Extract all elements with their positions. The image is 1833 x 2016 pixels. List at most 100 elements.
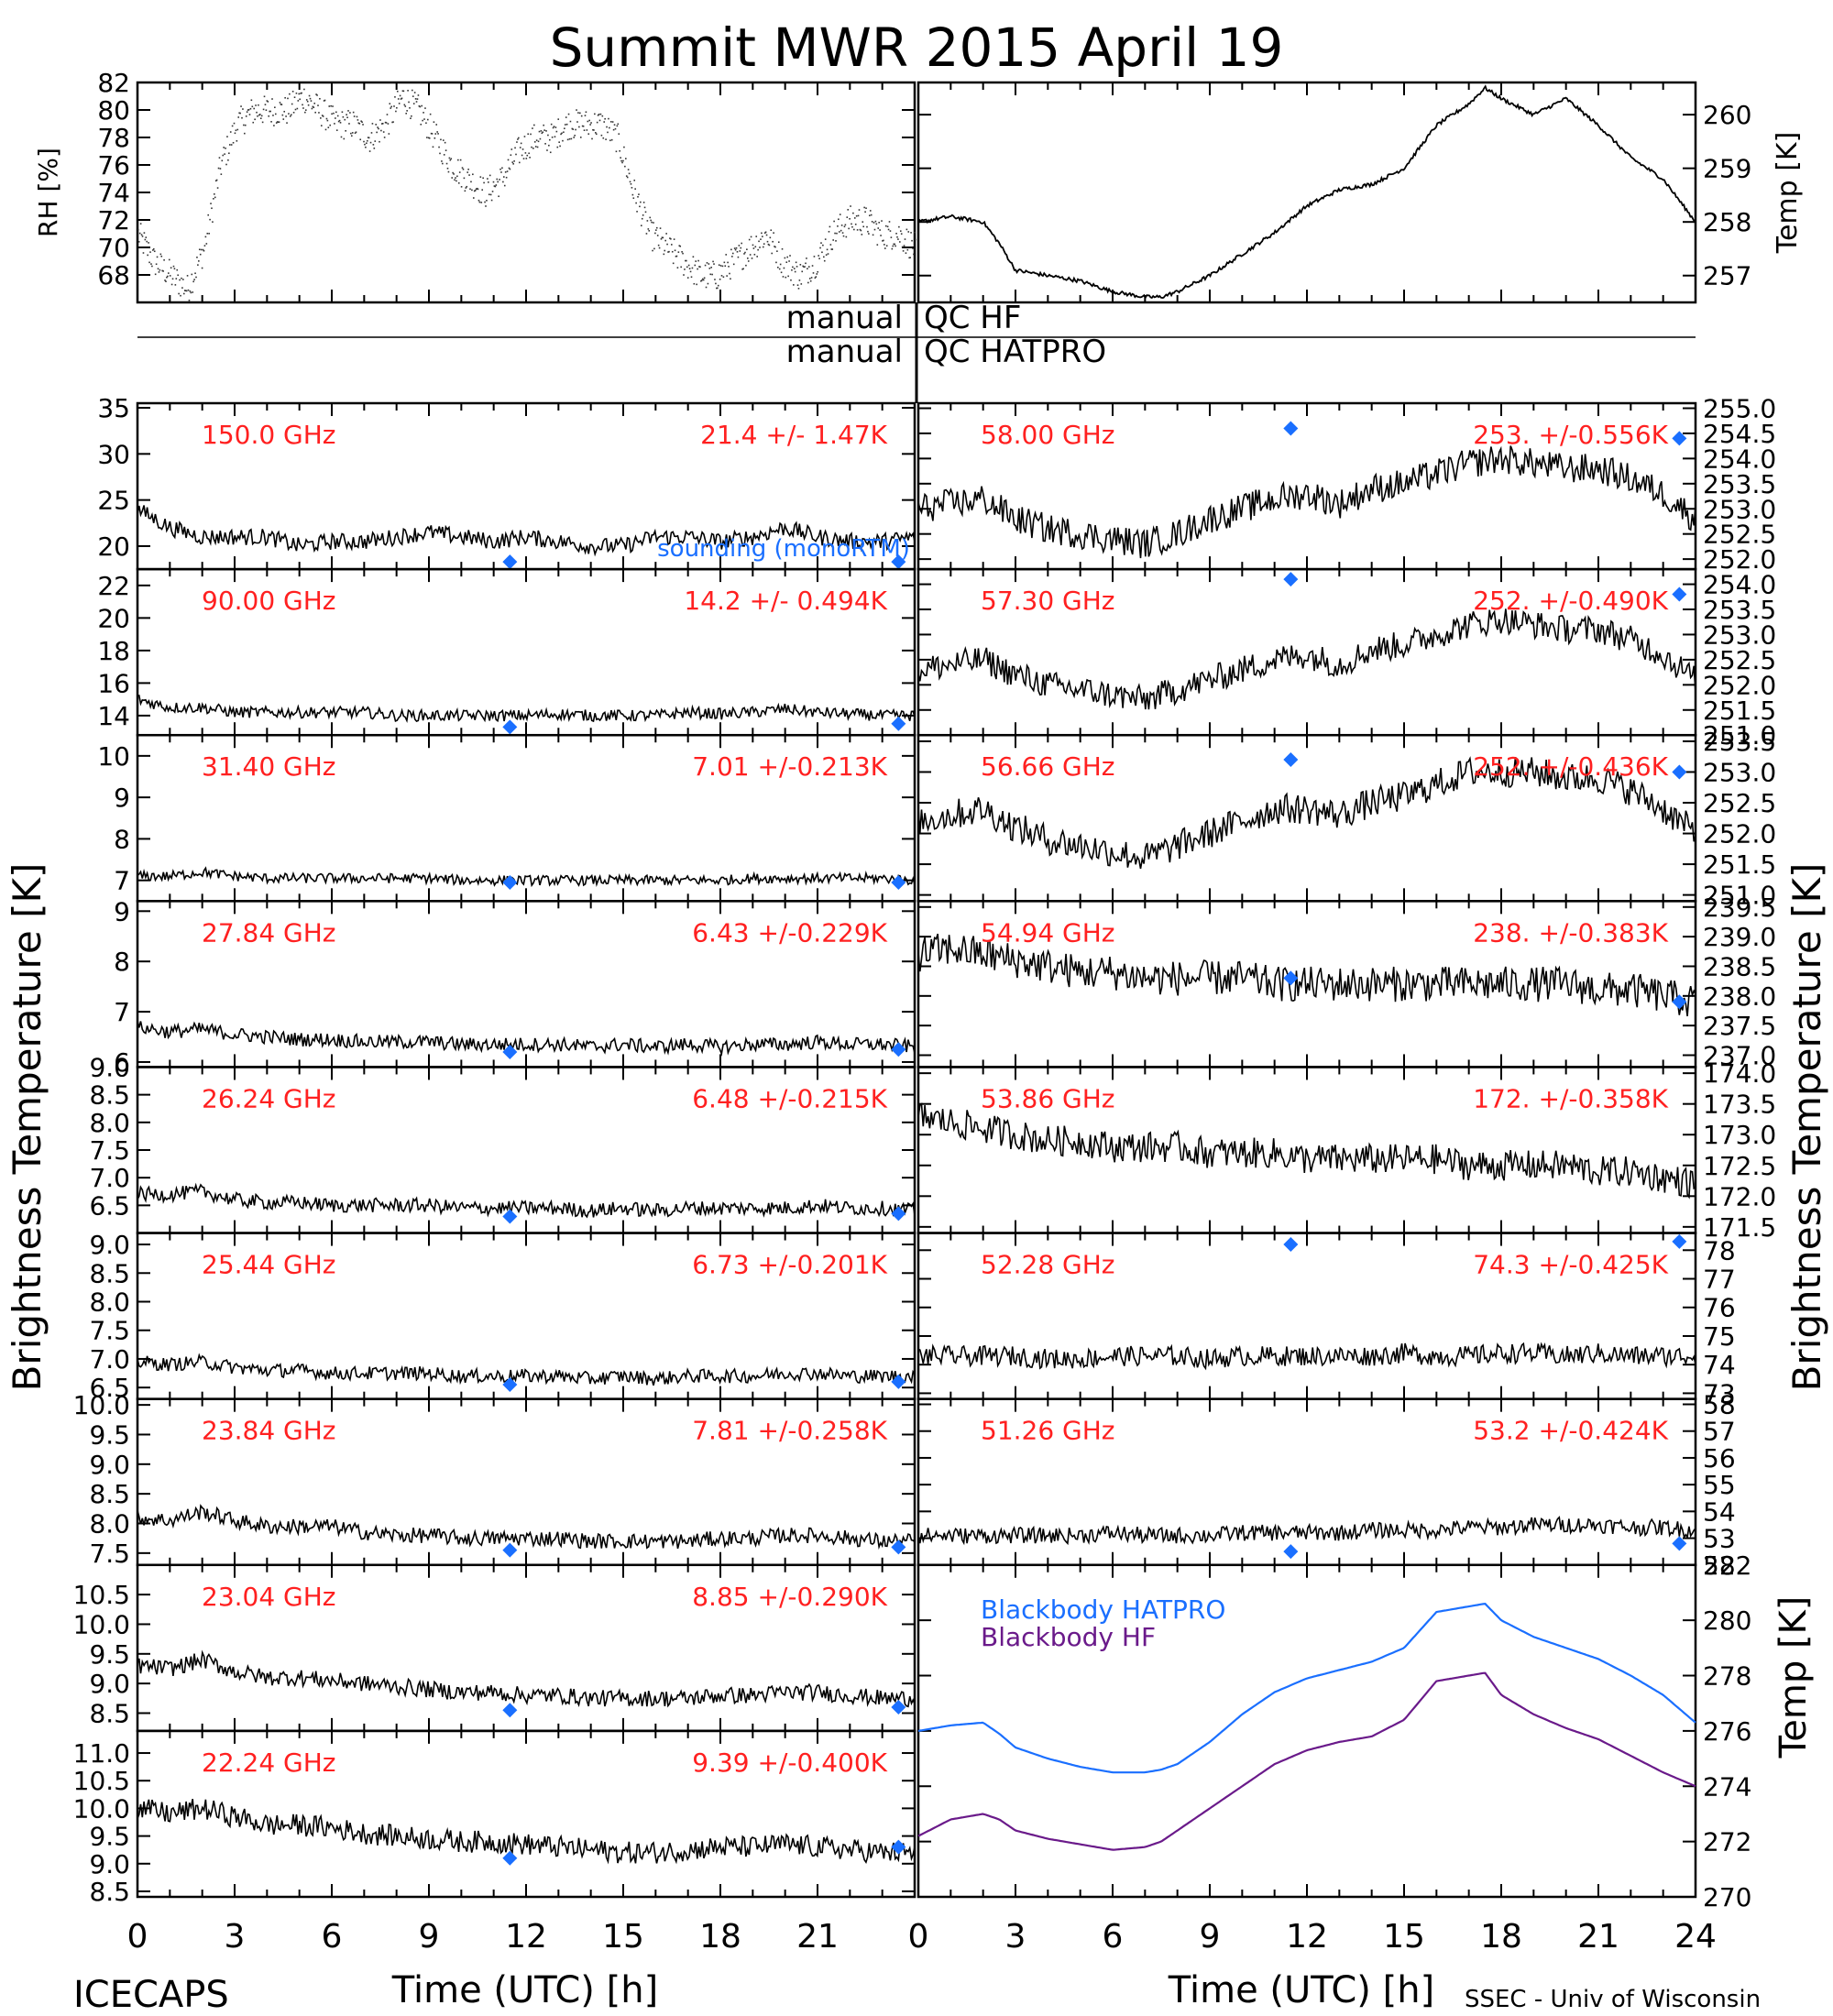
rh-point bbox=[752, 244, 754, 247]
rh-point bbox=[163, 258, 165, 261]
tb-right-trace bbox=[917, 756, 1696, 870]
y-tick-label: 25 bbox=[97, 486, 130, 516]
rh-point bbox=[329, 124, 332, 126]
rh-point bbox=[444, 141, 446, 144]
rh-point bbox=[364, 143, 366, 146]
rh-point bbox=[822, 244, 824, 247]
rh-point bbox=[761, 232, 763, 235]
rh-point bbox=[401, 90, 404, 93]
rh-point bbox=[426, 118, 429, 121]
rh-point bbox=[342, 115, 345, 118]
rh-point bbox=[731, 252, 734, 255]
rh-point bbox=[355, 131, 357, 134]
rh-point bbox=[180, 294, 181, 297]
y-tick-label: 8.5 bbox=[89, 1698, 130, 1728]
rh-point bbox=[772, 240, 774, 243]
x-tick-label-right: 15 bbox=[1383, 1918, 1425, 1956]
rh-point bbox=[840, 225, 843, 226]
rh-point bbox=[829, 225, 831, 228]
rh-point bbox=[628, 172, 631, 175]
stat-label: 21.4 +/- 1.47K bbox=[700, 420, 887, 450]
freq-label: 22.24 GHz bbox=[202, 1748, 336, 1778]
blackbody-panel: 270 272 274 276 278 280 282 Blackbody HATPROBla… bbox=[916, 1550, 1815, 1912]
rh-point bbox=[734, 248, 737, 251]
y-tick-label: 257 bbox=[1703, 261, 1751, 291]
stat-label: 7.01 +/-0.213K bbox=[692, 751, 887, 782]
rh-point bbox=[869, 210, 872, 212]
rh-point bbox=[186, 275, 189, 277]
rh-point bbox=[422, 119, 423, 122]
y-tick-label: 254.5 bbox=[1703, 419, 1776, 449]
rh-point bbox=[844, 224, 847, 226]
temp-line bbox=[917, 84, 1696, 300]
rh-point bbox=[869, 214, 871, 217]
rh-point bbox=[251, 105, 254, 108]
rh-point bbox=[231, 125, 234, 127]
rh-point bbox=[196, 257, 198, 258]
rh-point bbox=[179, 279, 181, 281]
rh-point bbox=[510, 154, 512, 157]
rh-point bbox=[483, 181, 485, 184]
rh-point bbox=[177, 274, 179, 277]
rh-point bbox=[142, 252, 145, 254]
rh-point bbox=[396, 90, 399, 93]
rh-point bbox=[343, 137, 346, 140]
y-tick-label: 8.5 bbox=[89, 1258, 130, 1288]
rh-point bbox=[881, 220, 883, 222]
rh-point bbox=[243, 124, 245, 126]
rh-point bbox=[230, 144, 233, 146]
sonde-legend: sounding (monoRTM) bbox=[657, 535, 910, 563]
rh-point bbox=[804, 266, 806, 268]
rh-point bbox=[827, 253, 829, 255]
rh-point bbox=[425, 122, 427, 125]
rh-point bbox=[401, 97, 403, 100]
rh-point bbox=[721, 265, 724, 268]
y-tick-label: 80 bbox=[97, 95, 130, 126]
rh-point bbox=[853, 217, 856, 219]
y-tick-label: 237.0 bbox=[1703, 1041, 1776, 1071]
freq-label: 51.26 GHz bbox=[981, 1416, 1115, 1446]
rh-point bbox=[571, 127, 574, 130]
rh-point bbox=[774, 246, 775, 247]
rh-point bbox=[430, 132, 433, 135]
rh-point bbox=[352, 111, 355, 114]
stat-label: 172. +/-0.358K bbox=[1473, 1083, 1668, 1113]
freq-label: 27.84 GHz bbox=[202, 917, 336, 948]
rh-point bbox=[715, 282, 717, 285]
rh-point bbox=[675, 255, 678, 257]
rh-point bbox=[400, 98, 402, 100]
rh-point bbox=[269, 110, 270, 113]
rh-point bbox=[800, 283, 803, 285]
rh-point bbox=[183, 290, 186, 291]
rh-point bbox=[601, 115, 604, 117]
y-tick-label: 9 bbox=[114, 783, 130, 813]
tb-left-panel: 8.59.09.510.010.5 23.04 GHz 8.85 +/-0.290K bbox=[73, 1563, 916, 1733]
tb-left-trace bbox=[137, 1353, 916, 1386]
rh-point bbox=[312, 105, 314, 108]
rh-point bbox=[619, 149, 621, 152]
rh-point bbox=[796, 266, 798, 268]
footer-ssec: SSEC - Univ of Wisconsin bbox=[1465, 1986, 1761, 2013]
rh-point bbox=[862, 221, 864, 223]
sonde-marker bbox=[891, 716, 906, 731]
rh-point bbox=[526, 154, 529, 157]
rh-point bbox=[805, 262, 807, 265]
rh-point bbox=[456, 180, 457, 182]
rh-point bbox=[521, 148, 524, 150]
rh-point bbox=[366, 139, 368, 142]
tb-left-trace bbox=[137, 1504, 916, 1550]
freq-label: 54.94 GHz bbox=[981, 917, 1115, 948]
rh-point bbox=[840, 229, 842, 232]
rh-point bbox=[858, 209, 861, 211]
rh-point bbox=[903, 245, 906, 247]
rh-point bbox=[412, 89, 413, 92]
rh-point bbox=[432, 146, 434, 148]
rh-point bbox=[754, 246, 757, 248]
rh-point bbox=[906, 248, 909, 251]
rh-point bbox=[274, 113, 277, 115]
rh-point bbox=[838, 231, 840, 233]
rh-point bbox=[390, 105, 392, 108]
rh-point bbox=[605, 138, 607, 140]
rh-point bbox=[463, 177, 466, 180]
rh-point bbox=[809, 279, 812, 282]
